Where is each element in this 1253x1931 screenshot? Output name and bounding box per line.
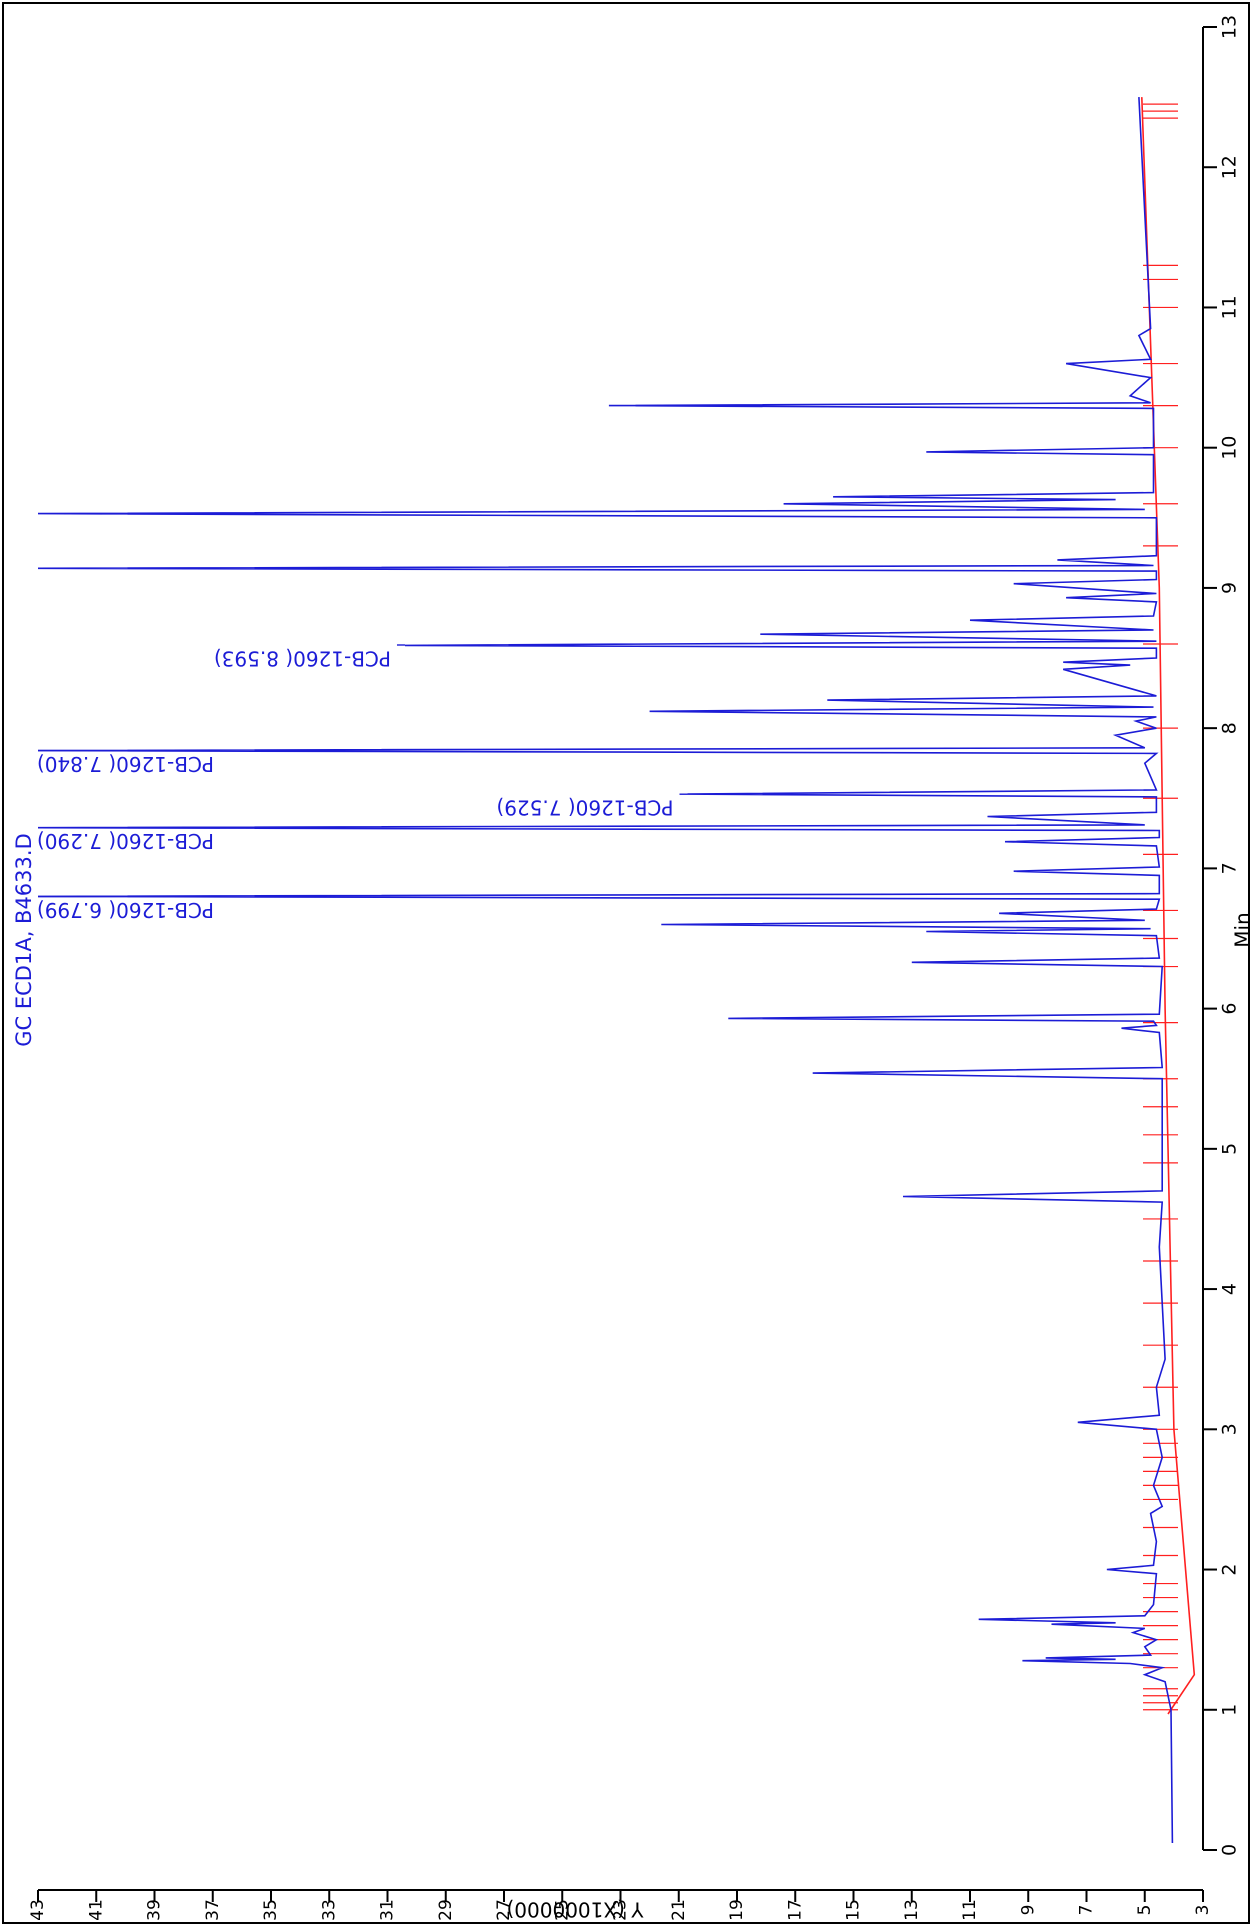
x-tick-label: 8: [1219, 722, 1241, 734]
peak-label: PCB-1260( 8.593): [214, 646, 391, 670]
x-tick-label: 3: [1219, 1423, 1241, 1435]
x-axis-label: Min: [1231, 912, 1253, 948]
x-tick-label: 7: [1219, 862, 1241, 874]
y-tick-label: 41: [86, 1899, 106, 1921]
y-axis-label: Y (X1000000): [507, 1898, 645, 1922]
y-tick-label: 29: [436, 1899, 456, 1921]
x-tick-label: 13: [1219, 15, 1241, 39]
x-tick-label: 0: [1219, 1844, 1241, 1856]
y-tick-label: 33: [319, 1899, 339, 1921]
x-tick-label: 6: [1219, 1003, 1241, 1015]
x-tick-label: 1: [1219, 1704, 1241, 1716]
x-tick-label: 12: [1219, 155, 1241, 179]
peak-label: PCB-1260( 6.799): [37, 898, 214, 922]
y-tick-label: 17: [785, 1899, 805, 1921]
y-tick-label: 35: [261, 1899, 281, 1921]
x-tick-label: 5: [1219, 1143, 1241, 1155]
y-tick-label: 11: [960, 1899, 980, 1921]
x-tick-label: 2: [1219, 1563, 1241, 1575]
x-tick-label: 11: [1219, 295, 1241, 319]
y-tick-label: 43: [28, 1899, 48, 1921]
y-tick-label: 31: [378, 1899, 398, 1921]
y-tick-label: 37: [203, 1899, 223, 1921]
y-tick-label: 21: [669, 1899, 689, 1921]
x-tick-label: 4: [1219, 1283, 1241, 1295]
y-tick-label: 13: [902, 1899, 922, 1921]
y-tick-label: 9: [1018, 1905, 1038, 1916]
y-tick-label: 3: [1193, 1905, 1213, 1916]
x-tick-label: 9: [1219, 582, 1241, 594]
signal-trace: [38, 97, 1172, 1843]
peak-label: PCB-1260( 7.290): [37, 829, 214, 853]
y-tick-label: 19: [727, 1899, 747, 1921]
chart-title: GC ECD1A, B4633.D: [12, 833, 36, 1047]
y-tick-label: 7: [1077, 1905, 1097, 1916]
peak-label: PCB-1260( 7.529): [496, 796, 673, 820]
y-tick-label: 5: [1135, 1905, 1155, 1916]
x-tick-label: 10: [1219, 436, 1241, 460]
y-tick-label: 15: [844, 1899, 864, 1921]
y-tick-label: 39: [145, 1899, 165, 1921]
peak-label: PCB-1260( 7.840): [37, 752, 214, 776]
frame: [3, 3, 1249, 1923]
